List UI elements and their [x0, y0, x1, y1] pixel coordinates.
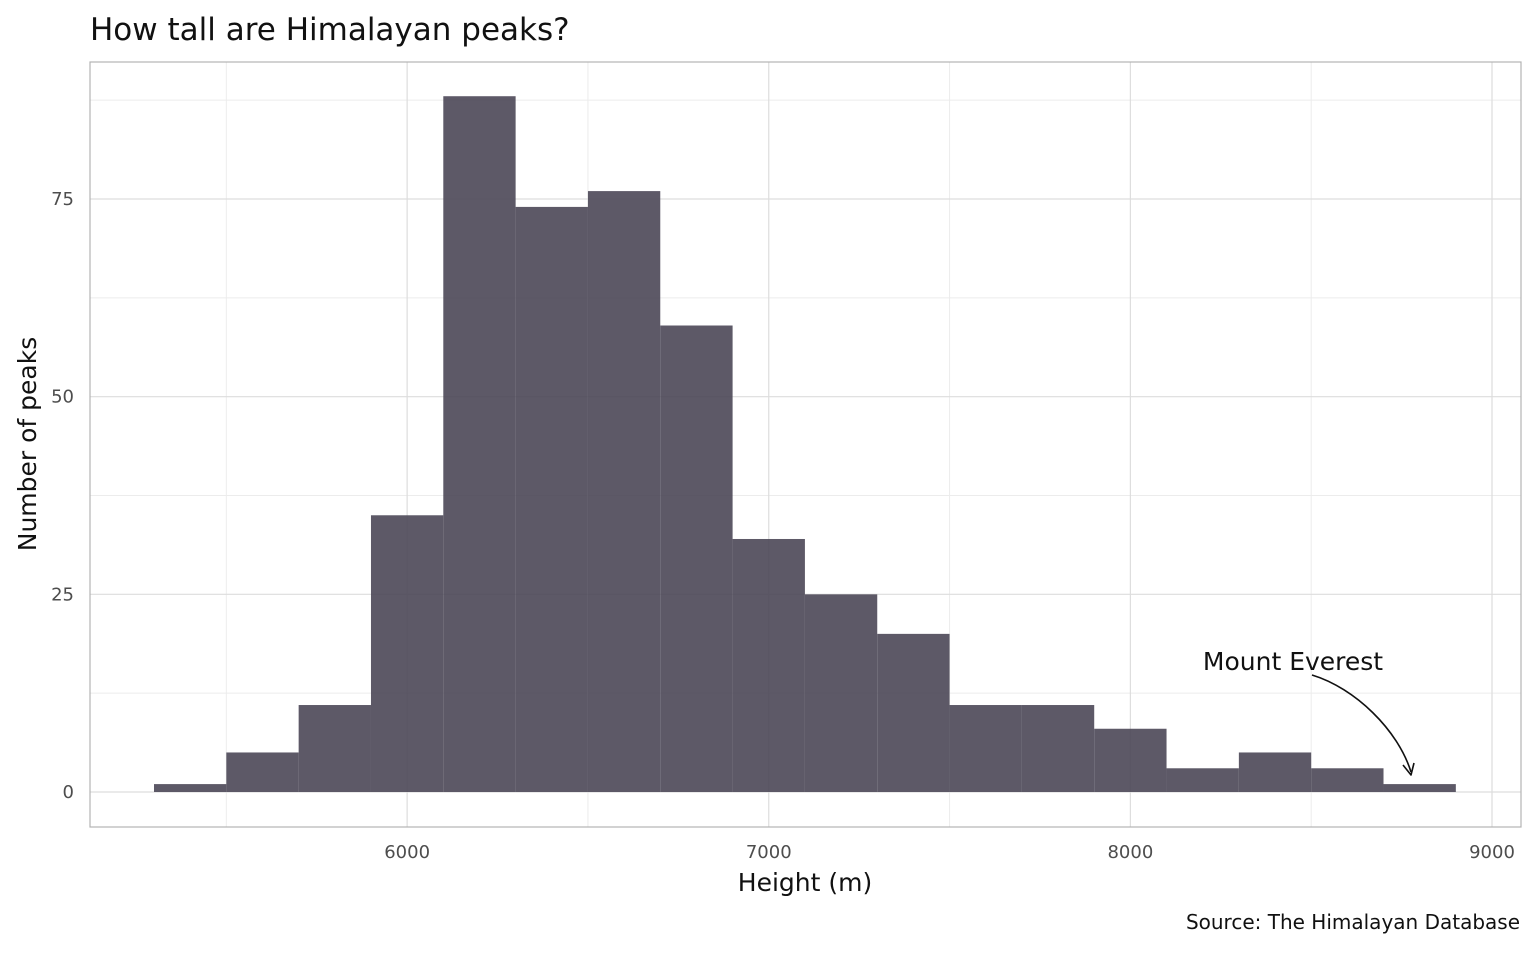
- histogram-bar: [587, 191, 661, 793]
- x-axis-ticks: 6000 7000 8000 9000: [384, 842, 1515, 863]
- y-tick-label: 50: [51, 387, 74, 408]
- y-axis-ticks: 0 25 50 75: [51, 189, 74, 803]
- chart-title: How tall are Himalayan peaks?: [90, 12, 570, 48]
- source-caption: Source: The Himalayan Database: [1186, 910, 1520, 934]
- histogram-bar: [804, 594, 878, 792]
- x-tick-label: 7000: [746, 842, 792, 863]
- histogram-bar: [515, 206, 588, 792]
- histogram-bar: [154, 784, 227, 792]
- x-tick-label: 9000: [1469, 842, 1515, 863]
- y-tick-label: 0: [63, 782, 74, 803]
- x-axis-title: Height (m): [738, 868, 872, 897]
- histogram-bar: [1383, 784, 1456, 792]
- histogram-bar: [1166, 768, 1239, 792]
- histogram-bar: [1238, 752, 1312, 792]
- histogram-bar: [949, 705, 1022, 792]
- histogram-bar: [660, 325, 733, 792]
- x-tick-label: 8000: [1107, 842, 1153, 863]
- histogram-bars: [154, 96, 1456, 793]
- plot-panel-border: [89, 61, 1522, 828]
- histogram-bar: [298, 705, 371, 792]
- annotation-label: Mount Everest: [1203, 647, 1383, 676]
- everest-annotation: Mount Everest: [1203, 647, 1415, 776]
- histogram-bar: [1021, 705, 1095, 792]
- histogram-bar: [1094, 728, 1167, 792]
- y-tick-label: 75: [51, 189, 74, 210]
- histogram-bar: [732, 538, 805, 792]
- annotation-arrowhead: [1402, 762, 1415, 776]
- histogram-bar: [443, 96, 516, 793]
- histogram-bar: [1311, 768, 1384, 792]
- y-axis-title: Number of peaks: [13, 337, 42, 552]
- annotation-arrow: [1311, 674, 1412, 773]
- histogram-bar: [877, 633, 950, 792]
- histogram-bar: [370, 515, 444, 792]
- y-tick-label: 25: [51, 584, 74, 605]
- histogram-bar: [226, 752, 299, 792]
- x-tick-label: 6000: [384, 842, 430, 863]
